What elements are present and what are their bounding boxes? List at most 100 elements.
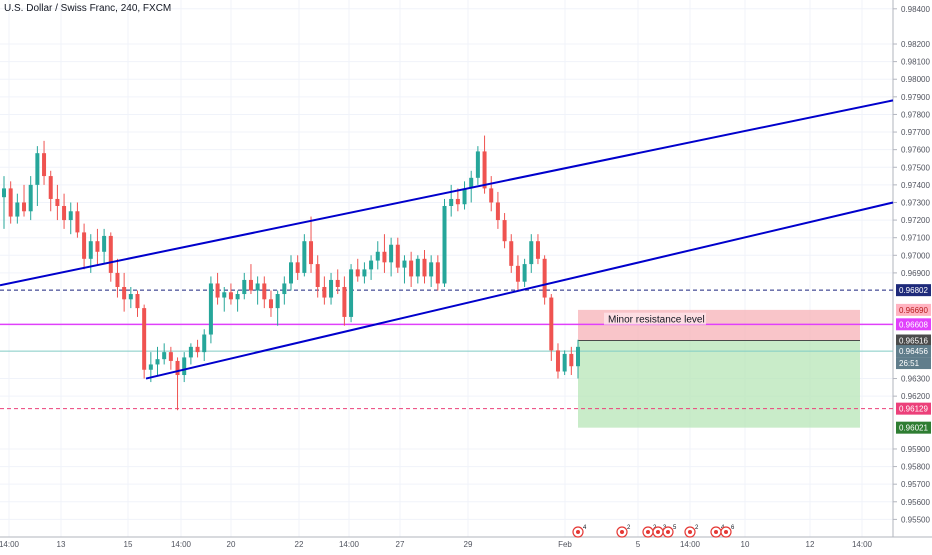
candle-body[interactable] [162, 352, 167, 360]
candle-body[interactable] [509, 241, 514, 266]
candle-body[interactable] [248, 279, 253, 291]
candle-body[interactable] [75, 211, 80, 233]
candle-body[interactable] [529, 241, 534, 265]
candle-body[interactable] [208, 283, 213, 335]
candle-body[interactable] [502, 220, 507, 242]
candle-body[interactable] [68, 211, 73, 221]
channel-upper-line[interactable] [0, 99, 894, 287]
candle-body[interactable] [409, 260, 414, 277]
candle-body[interactable] [442, 205, 447, 284]
candle-body[interactable] [382, 251, 387, 263]
candle-body[interactable] [289, 262, 293, 284]
candle-body[interactable] [415, 258, 420, 277]
candle-body[interactable] [329, 279, 334, 298]
candle-body[interactable] [469, 177, 474, 189]
candle-body[interactable] [535, 241, 540, 259]
candle-body[interactable] [135, 294, 140, 309]
candle-body[interactable] [522, 264, 527, 282]
candle-body[interactable] [262, 283, 267, 300]
candle-body[interactable] [142, 308, 147, 370]
candle-body[interactable] [235, 294, 240, 300]
candle-body[interactable] [42, 153, 47, 177]
candle-body[interactable] [122, 286, 127, 300]
candle-body[interactable] [8, 188, 13, 217]
candle-body[interactable] [395, 244, 400, 268]
candle-body[interactable] [515, 265, 520, 282]
candle-body[interactable] [48, 176, 53, 199]
candle-body[interactable] [569, 353, 574, 367]
candle-body[interactable] [315, 264, 320, 287]
candle-body[interactable] [576, 346, 580, 367]
candle-body[interactable] [62, 205, 67, 221]
candle-body[interactable] [102, 235, 107, 252]
candle-body[interactable] [55, 198, 60, 206]
candle-body[interactable] [275, 294, 280, 309]
candle-body[interactable] [28, 184, 33, 212]
candle-body[interactable] [175, 360, 180, 376]
candle-body[interactable] [255, 283, 260, 291]
annotation-text[interactable]: Minor resistance level [608, 315, 705, 326]
candle-body[interactable] [202, 334, 207, 353]
x-tick-label: 22 [295, 540, 304, 549]
candle-body[interactable] [495, 202, 500, 221]
candle-body[interactable] [182, 357, 187, 376]
candle-body[interactable] [155, 359, 160, 365]
candle-body[interactable] [195, 346, 200, 353]
candle-body[interactable] [309, 241, 314, 265]
candle-body[interactable] [542, 258, 547, 298]
candle-body[interactable] [295, 262, 300, 273]
candle-body[interactable] [349, 269, 354, 317]
candle-body[interactable] [342, 286, 347, 317]
candle-body[interactable] [95, 241, 100, 252]
candle-body[interactable] [22, 202, 27, 212]
candle-body[interactable] [108, 235, 113, 273]
candle-body[interactable] [302, 241, 307, 273]
candle-body[interactable] [282, 283, 287, 295]
candle-body[interactable] [362, 269, 367, 277]
event-badge-dot [666, 530, 670, 534]
x-tick-label: 5 [636, 540, 641, 549]
candle-body[interactable] [435, 262, 440, 284]
candle-body[interactable] [322, 286, 327, 298]
candle-body[interactable] [2, 188, 6, 198]
candle-body[interactable] [188, 346, 193, 358]
y-tick-label: 0.97200 [901, 216, 930, 225]
candle-body[interactable] [148, 364, 153, 370]
candle-body[interactable] [355, 269, 360, 277]
candle-body[interactable] [455, 198, 460, 205]
candle-body[interactable] [15, 202, 20, 217]
candle-body[interactable] [82, 232, 87, 259]
candle-body[interactable] [168, 352, 173, 361]
candle-body[interactable] [242, 279, 247, 295]
candle-body[interactable] [389, 244, 394, 263]
chart-title: U.S. Dollar / Swiss Franc, 240, FXCM [4, 3, 172, 14]
candle-body[interactable] [228, 292, 233, 300]
candle-body[interactable] [449, 198, 454, 206]
candle-body[interactable] [429, 262, 434, 277]
candle-body[interactable] [375, 251, 380, 261]
candle-body[interactable] [422, 258, 427, 277]
candle-body[interactable] [335, 279, 340, 287]
candle-body[interactable] [555, 350, 560, 372]
candle-body[interactable] [489, 188, 494, 203]
take-profit-zone[interactable] [578, 340, 860, 428]
candle-body[interactable] [128, 294, 133, 300]
candle-body[interactable] [115, 272, 120, 287]
channel-lower-line[interactable] [145, 201, 894, 380]
candle-body[interactable] [482, 151, 487, 189]
candle-body[interactable] [402, 260, 407, 268]
candle-body[interactable] [215, 283, 220, 298]
price-label: 0.96021 [899, 424, 928, 433]
candle-body[interactable] [268, 299, 273, 309]
candle-body[interactable] [562, 353, 567, 372]
candle-body[interactable] [549, 297, 554, 351]
candle-body[interactable] [222, 292, 227, 298]
candle-body[interactable] [475, 151, 480, 178]
candle-body[interactable] [462, 188, 467, 205]
candle-body[interactable] [35, 153, 40, 185]
candle-body[interactable] [88, 241, 93, 259]
candle-body[interactable] [369, 260, 374, 270]
price-label-background [896, 284, 931, 297]
